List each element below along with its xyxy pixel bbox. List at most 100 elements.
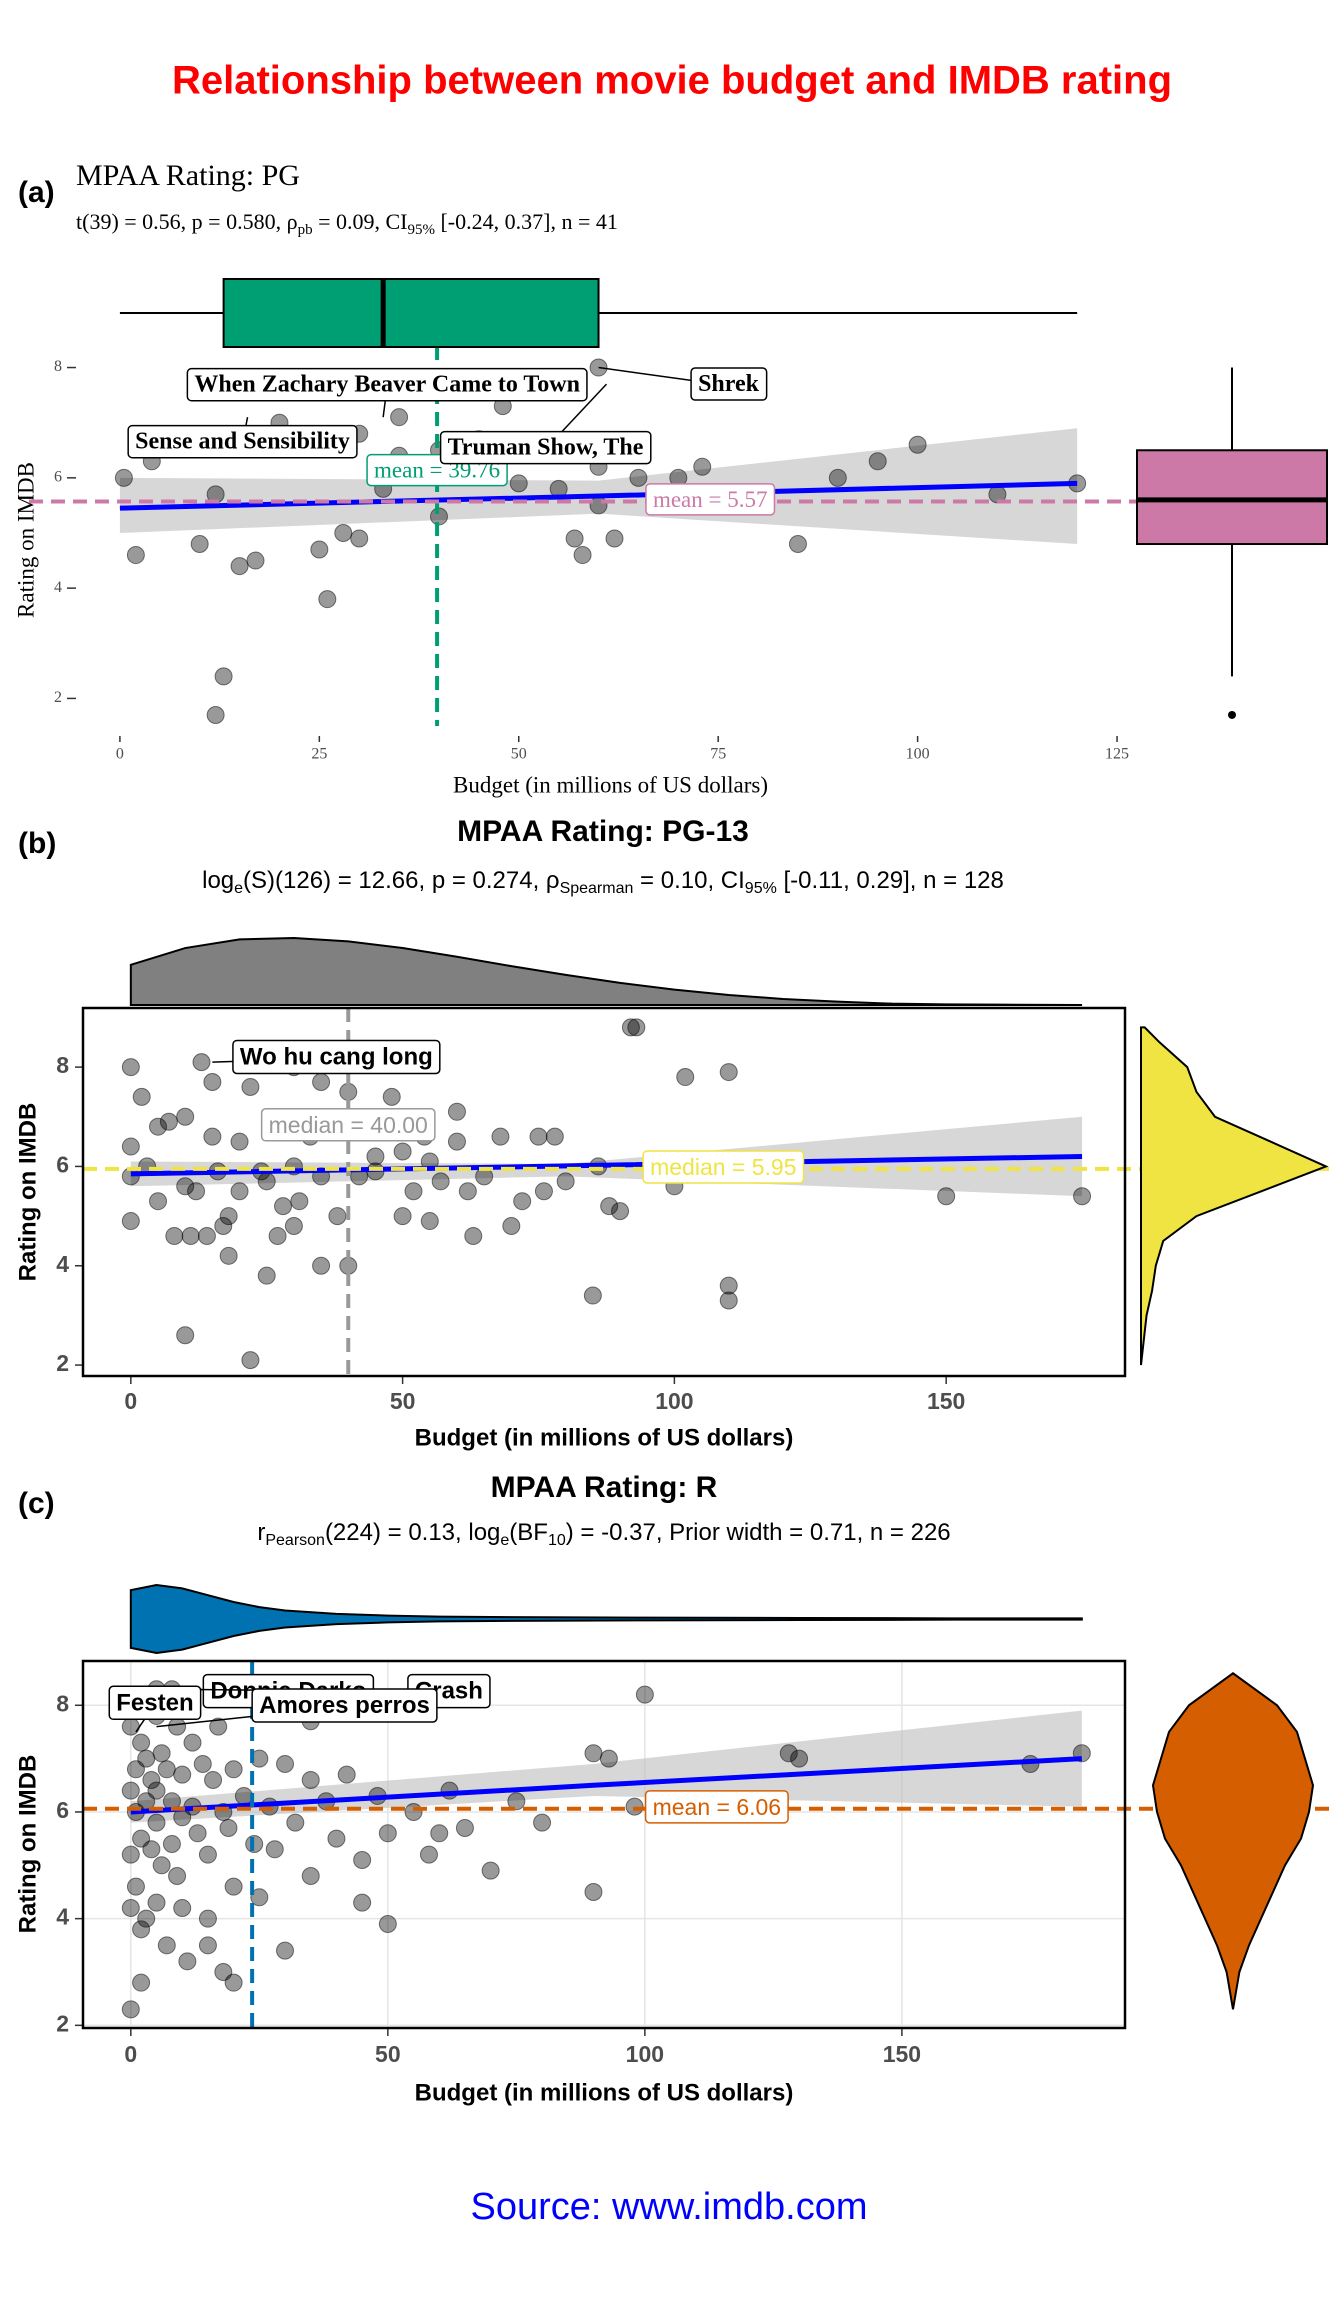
confidence-band <box>119 428 1078 545</box>
point <box>350 529 369 548</box>
point <box>203 1127 222 1146</box>
panel-title: MPAA Rating: PG <box>76 159 300 192</box>
point <box>214 1217 233 1236</box>
point <box>366 1147 385 1166</box>
point <box>719 1063 738 1082</box>
subtitle-part: [-0.24, 0.37], n = 41 <box>435 209 618 234</box>
y-center-label: mean = 6.06 <box>644 1790 789 1824</box>
subtitle-part: 95% <box>407 222 435 238</box>
x-tick-label: 75 <box>710 746 726 763</box>
point <box>327 1829 346 1848</box>
x-tick-label: 150 <box>883 2041 921 2067</box>
point <box>121 1717 140 1736</box>
point <box>126 1877 145 1896</box>
point <box>290 1192 309 1211</box>
subtitle-part: (224) = 0.13, log <box>325 1519 500 1546</box>
point <box>121 1058 140 1077</box>
point <box>589 496 608 515</box>
point <box>132 1087 151 1106</box>
x-tick-label: 50 <box>375 2041 401 2067</box>
panel: (c) MPAA Rating: R rPearson(224) = 0.13, l… <box>14 1471 1330 2106</box>
point <box>301 1770 320 1789</box>
annotation-label-box <box>251 1688 438 1723</box>
point <box>268 1226 287 1245</box>
point <box>198 1936 217 1955</box>
point <box>310 540 329 559</box>
point <box>430 1824 449 1843</box>
y-center-label-text: median = 5.95 <box>650 1154 796 1180</box>
subtitle-part: e <box>234 880 243 897</box>
point <box>241 1077 260 1096</box>
y-tick-label: 6 <box>56 1797 69 1823</box>
y-axis-title: Rating on IMDB <box>13 462 38 618</box>
point <box>378 1824 397 1843</box>
y-center-label: median = 5.95 <box>642 1150 805 1184</box>
annotation-label: Shrek <box>698 371 760 397</box>
panel-title: MPAA Rating: R <box>491 1471 718 1504</box>
x-axis-title: Budget (in millions of US dollars) <box>453 772 768 797</box>
x-axis-title: Budget (in millions of US dollars) <box>415 2079 794 2106</box>
panel-subtitle: loge(S)(126) = 12.66, p = 0.274, ρSpearm… <box>202 867 1004 897</box>
point <box>584 1882 603 1901</box>
point <box>556 1172 575 1191</box>
point <box>149 1117 168 1136</box>
point <box>599 1749 618 1768</box>
point <box>137 1909 156 1928</box>
point <box>257 1266 276 1285</box>
fit-line <box>130 1153 1083 1177</box>
point <box>132 1733 151 1752</box>
panel-tag: (b) <box>18 827 56 860</box>
point <box>121 1212 140 1231</box>
panel-frame <box>81 1659 1127 2030</box>
x-tick-label: 50 <box>390 1388 416 1414</box>
point <box>565 529 584 548</box>
point <box>625 1797 644 1816</box>
y-tick-label: 8 <box>56 1690 69 1716</box>
y-center-label-text-box <box>642 1150 805 1184</box>
point <box>246 551 265 570</box>
point <box>719 1276 738 1295</box>
annotation-label: Wo hu cang long <box>240 1043 433 1070</box>
y-tick-label: 4 <box>56 1904 69 1930</box>
point <box>629 468 648 487</box>
subtitle-part: log <box>202 867 234 894</box>
subtitle-part: = 0.09, CI <box>313 209 408 234</box>
point <box>132 1920 151 1939</box>
point <box>828 468 847 487</box>
fit-line <box>130 1756 1082 1815</box>
annotation-label-box <box>232 1039 441 1075</box>
annotation: Sense and Sensibility <box>127 417 358 459</box>
panel-frame <box>81 1006 1127 1378</box>
y-tick-label: 6 <box>56 1152 69 1178</box>
point <box>219 1207 238 1226</box>
point <box>513 1192 532 1211</box>
point <box>176 1177 195 1196</box>
point <box>276 1754 295 1773</box>
point <box>173 1765 192 1784</box>
source-caption: Source: www.imdb.com <box>470 2186 867 2228</box>
density <box>129 936 1083 1006</box>
point <box>188 1824 207 1843</box>
point <box>481 1861 500 1880</box>
point <box>152 1744 171 1763</box>
point <box>162 1834 181 1853</box>
point <box>447 1132 466 1151</box>
point <box>937 1187 956 1206</box>
subtitle-part: pb <box>298 222 313 238</box>
point <box>337 1765 356 1784</box>
point <box>458 1182 477 1201</box>
x-tick-label: 100 <box>626 2041 664 2067</box>
subtitle-part: 10 <box>548 1532 566 1549</box>
y-tick-label: 2 <box>56 1350 69 1376</box>
point <box>1073 1187 1092 1206</box>
point <box>534 1182 553 1201</box>
point <box>176 1107 195 1126</box>
point <box>230 1132 249 1151</box>
point <box>178 1952 197 1971</box>
point <box>121 1845 140 1864</box>
point <box>276 1941 295 1960</box>
point <box>404 1182 423 1201</box>
point <box>121 1781 140 1800</box>
point <box>152 1856 171 1875</box>
